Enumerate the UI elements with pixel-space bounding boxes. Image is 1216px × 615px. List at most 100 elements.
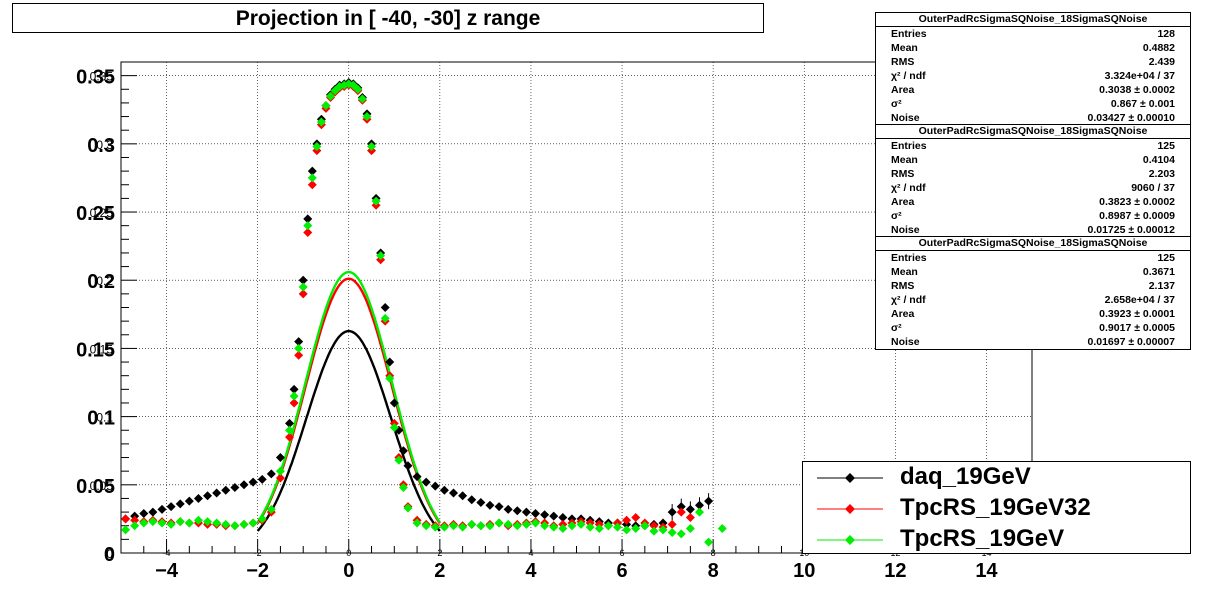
data-point — [212, 518, 222, 528]
data-point — [494, 502, 504, 512]
data-point — [512, 506, 522, 516]
stats-row: Mean 0.3671 — [876, 265, 1190, 279]
data-point — [658, 525, 668, 535]
data-point — [612, 522, 622, 532]
stats-value: 0.03427 ± 0.00010 — [1087, 112, 1175, 124]
data-point — [622, 525, 632, 535]
data-point — [385, 357, 395, 367]
data-point — [398, 483, 408, 493]
data-point — [139, 518, 149, 528]
legend-label: daq_19GeV — [900, 463, 1031, 490]
data-point — [275, 473, 285, 483]
data-point — [294, 343, 304, 353]
stats-key: Noise — [891, 112, 920, 124]
data-point — [257, 474, 267, 484]
data-point — [467, 519, 477, 529]
stats-key: Mean — [891, 266, 918, 278]
stats-row: Mean 0.4882 — [876, 41, 1190, 55]
stats-value: 0.3038 ± 0.0002 — [1099, 84, 1175, 96]
data-point — [676, 502, 686, 512]
data-point — [521, 507, 531, 517]
stats-key: χ² / ndf — [891, 294, 926, 306]
data-point — [685, 513, 695, 523]
stats-row: Noise 0.01725 ± 0.00012 — [876, 223, 1190, 237]
stats-row: Noise 0.01697 ± 0.00007 — [876, 335, 1190, 349]
data-point — [421, 477, 431, 487]
data-point — [449, 488, 459, 498]
data-point — [676, 529, 686, 539]
data-point — [531, 518, 541, 528]
legend-entry-tpcrs: TpcRS_19GeV — [803, 525, 1190, 556]
data-point — [421, 521, 431, 531]
x-tick-label: 8 — [708, 560, 719, 582]
data-point — [289, 398, 299, 408]
y-tick-label: 0.3 — [87, 135, 115, 157]
data-point — [549, 511, 559, 521]
stats-value: 2.658e+04 / 37 — [1104, 294, 1175, 306]
stats-value: 2.439 — [1148, 56, 1175, 68]
data-point — [303, 221, 313, 231]
stats-row: Area 0.3823 ± 0.0002 — [876, 195, 1190, 209]
data-point — [248, 518, 258, 528]
data-point — [594, 523, 604, 533]
data-point — [285, 432, 295, 442]
stats-value: 0.01697 ± 0.00007 — [1087, 336, 1175, 348]
data-point — [485, 521, 495, 531]
data-point — [403, 503, 413, 513]
legend-label: TpcRS_19GeV — [900, 525, 1065, 552]
data-point — [467, 495, 477, 505]
data-point — [321, 101, 331, 111]
data-point — [476, 521, 486, 531]
data-point — [649, 526, 659, 536]
stats-value: 0.3671 — [1142, 266, 1175, 278]
data-point — [193, 493, 203, 503]
stats-row: RMS 2.203 — [876, 167, 1190, 181]
data-point — [148, 507, 158, 517]
stats-key: χ² / ndf — [891, 70, 926, 82]
data-point — [622, 515, 632, 525]
data-point — [694, 507, 704, 517]
stats-row: σ² 0.867 ± 0.001 — [876, 97, 1190, 111]
data-point — [303, 214, 313, 224]
stats-row: σ² 0.9017 ± 0.0005 — [876, 321, 1190, 335]
stats-key: Area — [891, 308, 915, 320]
stats-value: 3.324e+04 / 37 — [1104, 70, 1175, 82]
x-tick-label-small: 4 — [528, 548, 533, 558]
x-tick-label-small: -2 — [254, 548, 262, 558]
data-point — [307, 180, 317, 190]
stats-row: Entries 125 — [876, 251, 1190, 265]
stats-value: 0.867 ± 0.001 — [1110, 98, 1175, 110]
stats-row: RMS 2.137 — [876, 279, 1190, 293]
stats-value: 0.4882 — [1142, 42, 1175, 54]
data-point — [121, 514, 131, 524]
data-point — [166, 502, 176, 512]
y-tick-label-small: 0.1 — [96, 411, 113, 425]
data-point — [531, 508, 541, 518]
x-tick-label: −4 — [155, 560, 179, 582]
data-point — [430, 522, 440, 532]
data-point — [148, 517, 158, 527]
data-point — [285, 425, 295, 435]
data-point — [316, 117, 326, 127]
data-point — [275, 453, 285, 463]
x-tick-label: 10 — [793, 560, 815, 582]
stats-key: Entries — [891, 28, 927, 40]
data-point — [439, 522, 449, 532]
stats-row: Entries 125 — [876, 139, 1190, 153]
stats-value: 0.3923 ± 0.0001 — [1099, 308, 1175, 320]
data-point — [503, 504, 513, 514]
x-tick-label: −2 — [246, 560, 269, 582]
data-point — [631, 513, 641, 523]
stats-row: RMS 2.439 — [876, 55, 1190, 69]
chart-title: Projection in [ -40, -30] z range — [12, 3, 764, 33]
data-point — [294, 337, 304, 347]
y-tick-label-small: 0.05 — [90, 479, 114, 493]
data-point — [221, 519, 231, 529]
stats-key: Area — [891, 84, 915, 96]
y-tick-label: 0.05 — [76, 476, 115, 498]
data-point — [139, 508, 149, 518]
stats-row: Area 0.3038 ± 0.0002 — [876, 83, 1190, 97]
stats-key: RMS — [891, 280, 915, 292]
stats-key: RMS — [891, 56, 915, 68]
y-tick-label-small: 0.15 — [90, 342, 114, 356]
